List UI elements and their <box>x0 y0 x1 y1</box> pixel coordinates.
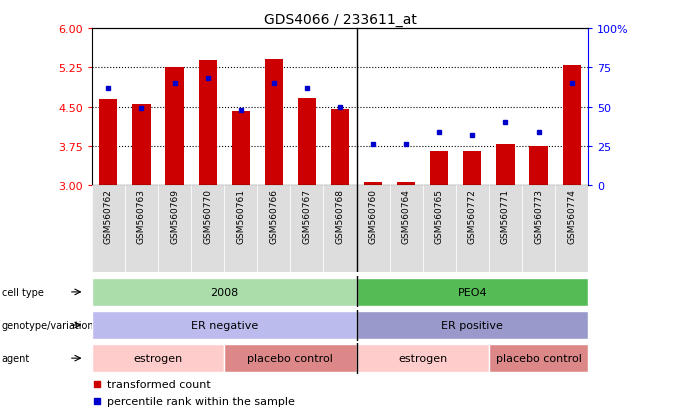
Bar <box>390 186 423 273</box>
Bar <box>158 186 191 273</box>
Bar <box>356 186 390 273</box>
Text: cell type: cell type <box>2 287 44 297</box>
Text: agent: agent <box>2 353 30 363</box>
Bar <box>92 186 125 273</box>
Bar <box>496 145 515 186</box>
Bar <box>257 186 290 273</box>
Bar <box>133 105 150 186</box>
Text: GSM560765: GSM560765 <box>435 188 444 243</box>
Bar <box>463 152 481 186</box>
Text: placebo control: placebo control <box>248 353 333 363</box>
Text: ER negative: ER negative <box>190 320 258 330</box>
Text: estrogen: estrogen <box>133 353 183 363</box>
Bar <box>224 186 257 273</box>
Text: GSM560760: GSM560760 <box>369 188 377 243</box>
Bar <box>423 186 456 273</box>
Text: GSM560762: GSM560762 <box>104 188 113 243</box>
Bar <box>555 186 588 273</box>
Bar <box>324 186 356 273</box>
Text: genotype/variation: genotype/variation <box>2 320 95 330</box>
Bar <box>489 344 588 373</box>
Text: GSM560767: GSM560767 <box>303 188 311 243</box>
Bar <box>232 112 250 186</box>
Text: GSM560766: GSM560766 <box>269 188 278 243</box>
Bar <box>92 344 224 373</box>
Text: 2008: 2008 <box>210 287 238 297</box>
Text: percentile rank within the sample: percentile rank within the sample <box>107 396 294 406</box>
Bar <box>99 100 118 186</box>
Bar <box>356 278 588 306</box>
Text: ER positive: ER positive <box>441 320 503 330</box>
Bar <box>456 186 489 273</box>
Bar <box>92 278 356 306</box>
Bar <box>397 182 415 186</box>
Text: placebo control: placebo control <box>496 353 581 363</box>
Bar <box>356 311 588 339</box>
Bar <box>430 152 448 186</box>
Bar <box>290 186 324 273</box>
Bar <box>364 182 382 186</box>
Bar <box>331 110 349 186</box>
Text: GSM560763: GSM560763 <box>137 188 146 243</box>
Text: GSM560772: GSM560772 <box>468 188 477 243</box>
Bar <box>522 186 555 273</box>
Text: GSM560773: GSM560773 <box>534 188 543 243</box>
Bar <box>562 66 581 186</box>
Bar <box>356 344 489 373</box>
Text: GSM560771: GSM560771 <box>501 188 510 243</box>
Bar <box>191 186 224 273</box>
Text: GSM560764: GSM560764 <box>402 188 411 243</box>
Text: GSM560770: GSM560770 <box>203 188 212 243</box>
Text: estrogen: estrogen <box>398 353 447 363</box>
Text: GSM560761: GSM560761 <box>236 188 245 243</box>
Bar <box>125 186 158 273</box>
Text: transformed count: transformed count <box>107 379 210 389</box>
Bar <box>165 68 184 186</box>
Bar <box>224 344 356 373</box>
Text: GSM560774: GSM560774 <box>567 188 576 243</box>
Text: GSM560768: GSM560768 <box>335 188 345 243</box>
Bar <box>199 62 217 186</box>
Bar <box>530 147 547 186</box>
Bar <box>265 60 283 186</box>
Bar <box>92 311 356 339</box>
Text: PEO4: PEO4 <box>458 287 487 297</box>
Bar <box>298 98 316 186</box>
Bar <box>489 186 522 273</box>
Text: GSM560769: GSM560769 <box>170 188 179 243</box>
Title: GDS4066 / 233611_at: GDS4066 / 233611_at <box>264 12 416 26</box>
